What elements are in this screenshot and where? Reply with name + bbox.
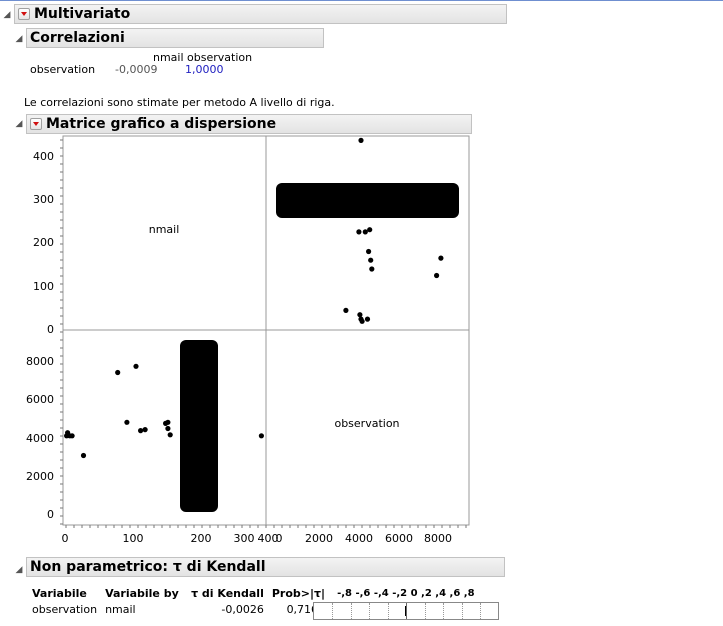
scatter-point (357, 312, 363, 318)
kendall-bar-chart (313, 602, 499, 620)
scatter-point (115, 369, 121, 376)
scatter-point (165, 425, 171, 432)
disclosure-icon[interactable]: ◢ (15, 565, 23, 575)
disclosure-icon[interactable]: ◢ (3, 10, 11, 20)
y-tick-label: 200 (33, 236, 54, 249)
scatter-point (362, 229, 368, 235)
kendall-header[interactable]: Non parametrico: τ di Kendall (26, 557, 505, 577)
col-header-tau: τ di Kendall (191, 586, 264, 600)
scatter-point (368, 257, 374, 263)
col-header-variable-by: Variabile by (105, 586, 179, 600)
scatter-point (356, 229, 362, 235)
diag-label-nmail: nmail (149, 223, 180, 236)
cell-variable: observation (32, 602, 98, 616)
scatter-matrix-title: Matrice grafico a dispersione (46, 116, 277, 132)
scatter-point (369, 266, 375, 272)
scatter-point (167, 432, 173, 438)
scatter-point (434, 272, 440, 279)
x-tick-label: 8000 (424, 532, 452, 545)
scatter-point (80, 452, 87, 459)
correlation-value: -0,0009 (115, 63, 158, 76)
y-tick-label: 2000 (26, 470, 54, 483)
y-tick-label: 300 (33, 193, 54, 206)
scatter-point (124, 419, 130, 425)
x-tick-label: 100 (123, 532, 144, 545)
col-header-variable: Variabile (32, 586, 87, 600)
correlations-header[interactable]: Correlazioni (26, 28, 324, 48)
scatter-point (163, 420, 169, 426)
x-tick-label: 200 (191, 532, 212, 545)
multivariate-title: Multivariato (34, 6, 131, 22)
x-tick-label: 300 (234, 532, 255, 545)
x-tick-label: 6000 (385, 532, 413, 545)
col-header-bar-scale: -,8 -,6 -,4 -,2 0 ,2 ,4 ,6 ,8 (337, 587, 475, 599)
y-tick-label: 4000 (26, 432, 54, 445)
col-header-prob: Prob>|τ| (271, 586, 326, 600)
red-triangle-menu-icon[interactable] (30, 118, 42, 130)
y-tick-label: 0 (47, 323, 54, 336)
scatter-point (258, 433, 264, 439)
correlation-note: Le correlazioni sono stimate per metodo … (24, 96, 335, 109)
x-tick-label: 4000 (345, 532, 373, 545)
y-tick-label: 6000 (26, 393, 54, 406)
correlations-title: Correlazioni (30, 30, 125, 46)
kendall-title: Non parametrico: τ di Kendall (30, 559, 266, 575)
scatter-point (367, 227, 373, 233)
scatter-point (138, 428, 144, 434)
correlation-row-label: observation (30, 63, 96, 76)
window-top-border (0, 0, 723, 1)
disclosure-icon[interactable]: ◢ (15, 34, 23, 44)
scatter-point (133, 363, 139, 369)
y-tick-label: 8000 (26, 355, 54, 368)
scatter-point (366, 248, 372, 255)
scatter-point (358, 316, 364, 322)
red-triangle-menu-icon[interactable] (18, 8, 30, 20)
scatter-point (343, 307, 349, 313)
dense-band-bottom-left (180, 340, 218, 512)
scatter-matrix-header[interactable]: Matrice grafico a dispersione (26, 114, 472, 134)
scatter-point (364, 316, 371, 322)
kendall-table: Variabile Variabile by τ di Kendall Prob… (28, 585, 521, 617)
x-tick-label: 0 (276, 532, 283, 545)
correlation-column-headers: nmail observation (153, 51, 253, 64)
kendall-header-row: Variabile Variabile by τ di Kendall Prob… (28, 585, 521, 601)
y-tick-label: 400 (33, 150, 54, 163)
x-tick-label: 400 (258, 532, 279, 545)
scatter-point (358, 137, 364, 143)
disclosure-icon[interactable]: ◢ (15, 119, 23, 129)
diag-label-observation: observation (334, 417, 399, 430)
kendall-bar (405, 606, 406, 616)
scatter-point (142, 427, 148, 433)
y-tick-label: 100 (33, 280, 54, 293)
y-tick-label: 0 (47, 508, 54, 521)
cell-tau: -0,0026 (221, 602, 264, 616)
correlation-value: 1,0000 (185, 63, 224, 76)
scatter-matrix-chart[interactable]: nmail observation 400 300 200 100 0 8000… (0, 0, 723, 560)
cell-variable-by: nmail (105, 602, 136, 616)
x-tick-label: 2000 (305, 532, 333, 545)
scatter-point (69, 433, 75, 439)
x-tick-label: 0 (62, 532, 69, 545)
dense-band-top-right (276, 183, 459, 218)
scatter-point (438, 255, 444, 261)
multivariate-header[interactable]: Multivariato (14, 4, 507, 24)
scatter-point (64, 433, 70, 439)
